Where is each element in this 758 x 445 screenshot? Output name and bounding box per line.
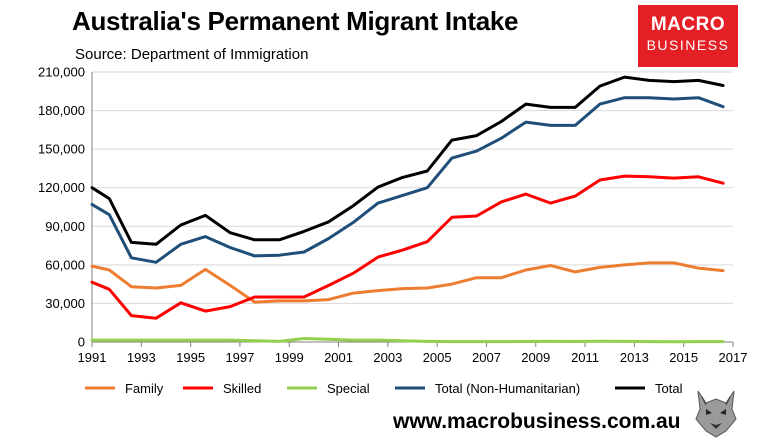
wolf-mascot-icon <box>692 387 740 439</box>
x-tick-label: 2013 <box>620 350 649 365</box>
x-tick-label: 1993 <box>127 350 156 365</box>
logo-line-macro: MACRO <box>650 14 726 35</box>
x-tick-label: 2005 <box>423 350 452 365</box>
x-tick-label: 2007 <box>472 350 501 365</box>
x-tick-label: 2017 <box>719 350 748 365</box>
logo-line-business: BUSINESS <box>646 37 730 53</box>
x-tick-label: 1995 <box>176 350 205 365</box>
x-tick-label: 2009 <box>521 350 550 365</box>
tick-labels: 0 30,000 60,000 90,000 120,000 150,000 180,000… <box>38 65 747 366</box>
y-tick-label: 0 <box>78 335 85 350</box>
legend-label-total: Total <box>655 381 683 396</box>
x-tick-label: 2001 <box>324 350 353 365</box>
gridlines <box>92 71 733 304</box>
y-tick-label: 150,000 <box>38 142 85 157</box>
legend-label-total-non-humanitarian: Total (Non-Humanitarian) <box>435 381 580 396</box>
y-tick-label: 60,000 <box>45 257 85 272</box>
x-tick-label: 1991 <box>78 350 107 365</box>
y-tick-label: 120,000 <box>38 180 85 195</box>
series-line-total-non-humanitarian <box>90 96 725 264</box>
x-tick-label: 1997 <box>225 350 254 365</box>
legend: Family Skilled Special Total (Non-Humanitar… <box>85 381 683 396</box>
x-tick-label: 2003 <box>373 350 402 365</box>
series-lines <box>90 75 725 344</box>
series-line-family <box>90 261 725 304</box>
legend-label-special: Special <box>327 381 370 396</box>
chart-subtitle: Source: Department of Immigration <box>75 46 309 63</box>
y-tick-label: 30,000 <box>45 296 85 311</box>
macrobusiness-logo: MACRO BUSINESS <box>638 5 738 67</box>
x-tick-label: 2015 <box>669 350 698 365</box>
x-tick-label: 2011 <box>571 350 599 365</box>
legend-label-family: Family <box>125 381 164 396</box>
y-tick-label: 90,000 <box>45 219 85 234</box>
website-url: www.macrobusiness.com.au <box>393 410 681 433</box>
x-tick-label: 1999 <box>275 350 304 365</box>
y-tick-label: 180,000 <box>38 103 85 118</box>
series-line-special <box>90 337 725 344</box>
y-tick-label: 210,000 <box>38 65 85 80</box>
series-line-skilled <box>90 174 725 320</box>
chart-title: Australia's Permanent Migrant Intake <box>72 6 519 36</box>
series-line-total <box>90 75 725 246</box>
legend-label-skilled: Skilled <box>223 381 261 396</box>
